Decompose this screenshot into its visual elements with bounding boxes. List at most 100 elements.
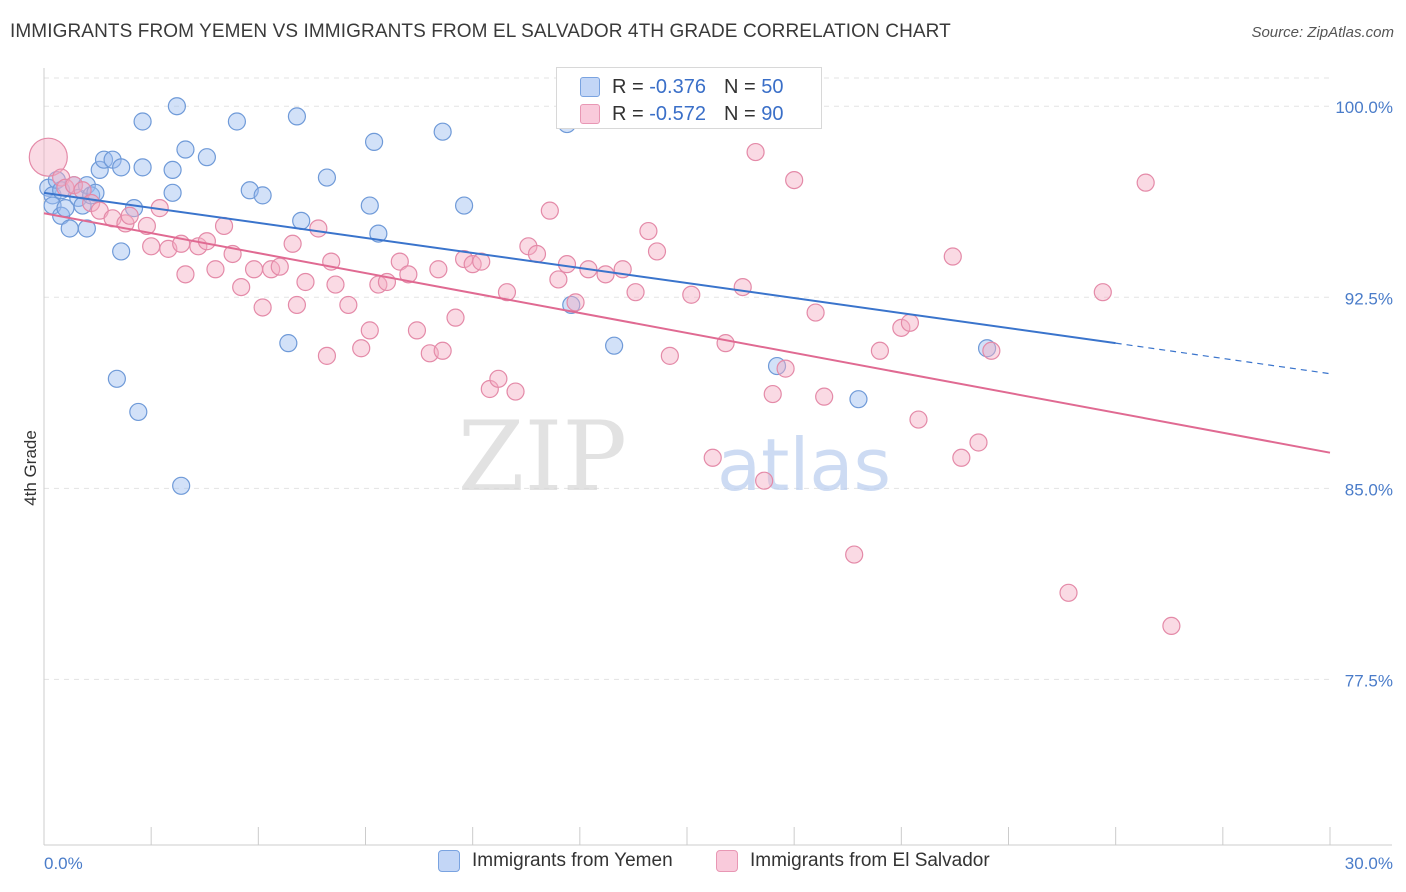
n-value: 90 [761,102,784,125]
gridlines [44,77,1330,680]
data-point [454,196,474,215]
data-point [785,170,804,190]
data-point [776,359,795,378]
y-axis-label: 4th Grade [21,430,40,506]
data-point [982,341,1001,360]
y-tick-label: 100.0% [1335,98,1393,117]
data-point [317,168,337,187]
data-point [849,390,868,409]
data-point [107,369,126,388]
data-point [1136,173,1155,192]
data-point [283,234,302,253]
legend-label-yemen: Immigrants from Yemen [472,850,673,871]
data-point [120,206,139,225]
trend-line-el-salvador [43,212,1331,454]
tick-labels: 77.5% 85.0% 92.5% 100.0% 0.0% 30.0% [44,98,1393,873]
data-point [317,346,337,365]
series-yemen-points [39,97,997,495]
data-point [540,201,559,220]
data-point [755,471,774,490]
series-el-salvador-points [28,137,1181,636]
r-value: -0.572 [649,102,706,125]
chart-source: Source: ZipAtlas.com [1251,24,1394,41]
data-point [900,313,920,332]
trend-line-extension [1115,342,1331,375]
data-point [870,341,890,360]
data-point [806,303,825,322]
correlation-legend: R = -0.376 N = 50 R = -0.572 N = 90 [556,67,822,129]
data-point [137,216,156,236]
data-point [566,293,585,312]
data-point [112,158,131,177]
data-point [296,272,315,292]
data-point [163,183,182,202]
series-legend: Immigrants from Yemen Immigrants from El… [0,850,1406,880]
data-point [969,433,988,452]
data-point [1059,583,1078,602]
r-value: -0.376 [649,75,706,98]
data-point [279,334,298,353]
data-point [952,448,971,467]
n-label: N = [723,102,756,125]
data-point [733,277,752,297]
data-point [845,545,864,564]
data-point [214,216,234,236]
data-point [244,260,264,279]
data-point [172,476,191,495]
data-point [716,334,735,353]
data-point [549,270,568,289]
data-point [433,341,452,360]
data-point [360,321,379,340]
data-point [197,148,216,167]
data-point [399,265,418,284]
data-point [352,339,371,358]
data-point [64,176,84,195]
data-point [90,160,109,180]
data-point [763,384,782,404]
data-point [112,242,131,261]
data-point [326,275,345,294]
data-point [446,308,465,327]
legend-row-yemen: R = -0.376 N = 50 [557,73,783,101]
data-point [28,137,68,177]
data-point [369,224,388,243]
data-point [360,196,379,215]
data-point [292,211,311,230]
y-tick-label: 77.5% [1345,671,1393,690]
legend-swatch-el-salvador [580,104,600,124]
data-point [133,158,152,177]
data-point [596,265,615,284]
data-point [77,219,96,238]
data-point [429,260,448,279]
data-point [206,260,225,279]
trend-line-yemen [43,191,1116,345]
data-points [28,97,1181,636]
data-point [287,295,307,315]
data-point [557,255,577,274]
legend-swatch-yemen [438,850,460,872]
watermark-atlas: atlas [717,423,891,507]
data-point [1162,616,1181,636]
watermark-zip: ZIP [458,401,627,513]
data-point [142,237,161,256]
data-point [197,232,216,251]
data-point [163,160,182,180]
y-tick-label: 85.0% [1345,480,1393,499]
data-point [527,244,547,264]
data-point [232,277,251,297]
legend-swatch-el-salvador [716,850,738,872]
r-label: R = [612,75,644,98]
legend-item-el-salvador[interactable]: Immigrants from El Salvador [716,850,990,872]
data-point [253,186,272,205]
data-point [943,247,962,266]
data-point [309,219,328,238]
data-point [176,140,195,159]
data-point [497,283,517,302]
data-point [287,107,307,126]
data-point [1093,283,1112,302]
legend-item-yemen[interactable]: Immigrants from Yemen [438,850,673,872]
data-point [605,336,624,355]
data-point [227,112,246,131]
legend-swatch-yemen [580,77,600,97]
